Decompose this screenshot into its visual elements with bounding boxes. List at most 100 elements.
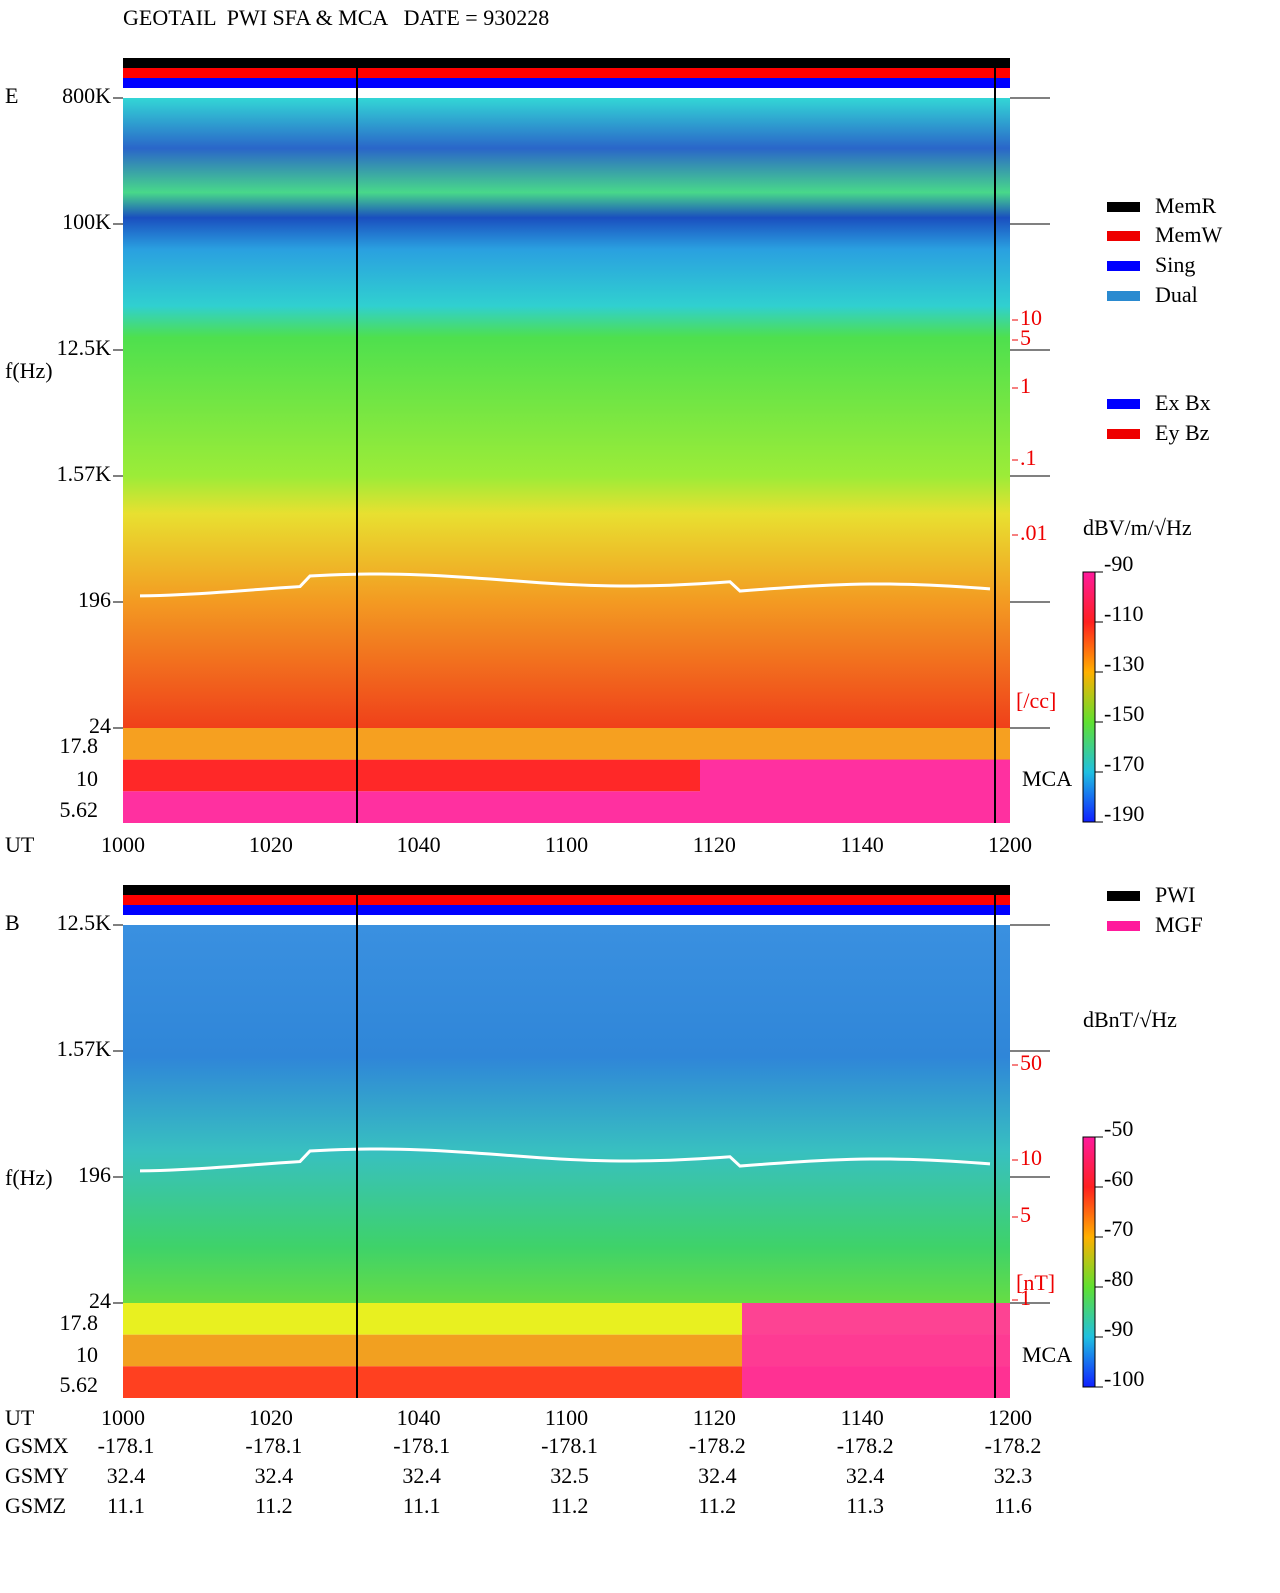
y-tick-label: 100K (62, 209, 111, 234)
orbit-value: -178.1 (393, 1433, 450, 1458)
right-tick-label: 5 (1020, 1202, 1031, 1227)
colorbar-tick-label: -90 (1104, 1316, 1133, 1341)
colorbar-tick-label: -80 (1104, 1266, 1133, 1291)
orbit-value: 32.5 (550, 1463, 589, 1488)
y-tick-label: 24 (89, 1288, 111, 1313)
legend-label: PWI (1155, 882, 1195, 907)
status-bar (123, 68, 1010, 78)
colorbar-tick-label: -100 (1104, 1366, 1144, 1391)
right-tick-label: .01 (1020, 520, 1048, 545)
status-bar (123, 895, 1010, 905)
orbit-label: GSMZ (5, 1493, 66, 1518)
legend-label: MemW (1155, 222, 1222, 247)
colorbar-unit: dBV/m/√Hz (1083, 515, 1192, 540)
orbit-value: -178.2 (837, 1433, 894, 1458)
right-unit: [/cc] (1016, 688, 1056, 713)
y-tick-label: 1.57K (57, 1036, 112, 1061)
colorbar-tick-label: -110 (1104, 601, 1144, 626)
orbit-value: -178.1 (98, 1433, 155, 1458)
status-bar (123, 885, 1010, 895)
mca-tick-label: 17.8 (60, 733, 99, 758)
cyclotron-line (139, 572, 991, 598)
legend-label: Sing (1155, 252, 1195, 277)
right-tick-label: 10 (1020, 1145, 1042, 1170)
right-tick-label: 1 (1020, 1285, 1031, 1310)
legend-swatch (1107, 921, 1140, 931)
legend-label: MemR (1155, 193, 1216, 218)
panel-label: B (5, 910, 20, 935)
right-unit: [nT] (1016, 1270, 1055, 1295)
mca-band (123, 728, 1010, 760)
title: GEOTAIL PWI SFA & MCA DATE = 930228 (123, 5, 549, 30)
orbit-value: 32.4 (402, 1463, 441, 1488)
x-tick-label: 1000 (101, 832, 145, 857)
y-label: f(Hz) (5, 1165, 53, 1190)
colorbar-tick-label: -50 (1104, 1116, 1133, 1141)
orbit-label: GSMX (5, 1433, 69, 1458)
x-tick-label: 1140 (841, 1405, 884, 1430)
x-label: UT (5, 832, 35, 857)
colorbar-tick-label: -170 (1104, 751, 1144, 776)
colorbar-tick-label: -130 (1104, 651, 1144, 676)
orbit-value: 11.3 (846, 1493, 884, 1518)
legend-swatch (1107, 202, 1140, 212)
x-tick-label: 1000 (101, 1405, 145, 1430)
y-tick-label: 196 (78, 587, 111, 612)
panel-label: E (5, 83, 18, 108)
status-bar (123, 78, 1010, 88)
y-tick-label: 800K (62, 83, 111, 108)
mca-band (742, 1303, 1010, 1398)
right-tick-label: 5 (1020, 325, 1031, 350)
orbit-value: 32.4 (255, 1463, 294, 1488)
x-tick-label: 1200 (988, 1405, 1032, 1430)
status-bar (123, 905, 1010, 915)
y-tick-label: 12.5K (57, 910, 112, 935)
colorbar-unit: dBnT/√Hz (1083, 1007, 1177, 1032)
orbit-value: 11.2 (698, 1493, 736, 1518)
mca-tick-label: 5.62 (60, 797, 99, 822)
mca-label: MCA (1022, 1342, 1072, 1367)
right-tick-label: .1 (1020, 445, 1037, 470)
right-tick-label: 50 (1020, 1050, 1042, 1075)
orbit-value: 11.2 (255, 1493, 293, 1518)
legend-swatch (1107, 231, 1140, 241)
colorbar-tick-label: -150 (1104, 701, 1144, 726)
orbit-value: 32.4 (698, 1463, 737, 1488)
y-tick-label: 24 (89, 713, 111, 738)
orbit-value: 32.4 (846, 1463, 885, 1488)
mca-tick-label: 10 (76, 1342, 98, 1367)
legend-label: MGF (1155, 912, 1203, 937)
y-tick-label: 196 (78, 1162, 111, 1187)
orbit-value: -178.1 (245, 1433, 302, 1458)
x-tick-label: 1200 (988, 832, 1032, 857)
x-tick-label: 1040 (397, 832, 441, 857)
orbit-value: 11.1 (403, 1493, 441, 1518)
orbit-value: -178.2 (689, 1433, 746, 1458)
legend-label: Dual (1155, 282, 1198, 307)
colorbar-tick-label: -90 (1104, 551, 1133, 576)
x-tick-label: 1120 (693, 832, 736, 857)
mca-band (700, 759, 1010, 823)
legend-swatch (1107, 261, 1140, 271)
right-tick-label: 1 (1020, 373, 1031, 398)
colorbar-tick-label: -190 (1104, 801, 1144, 826)
mca-tick-label: 17.8 (60, 1310, 99, 1335)
legend-label: Ey Bz (1155, 420, 1210, 445)
orbit-value: 11.2 (551, 1493, 589, 1518)
colorbar (1082, 571, 1096, 823)
y-label: f(Hz) (5, 358, 53, 383)
orbit-value: 11.1 (107, 1493, 145, 1518)
legend-swatch (1107, 891, 1140, 901)
orbit-value: -178.2 (985, 1433, 1042, 1458)
x-tick-label: 1020 (249, 832, 293, 857)
x-tick-label: 1040 (397, 1405, 441, 1430)
colorbar-tick-label: -60 (1104, 1166, 1133, 1191)
colorbar (1082, 1136, 1096, 1388)
orbit-label: GSMY (5, 1463, 69, 1488)
spectrogram (123, 98, 1010, 728)
spectrogram (123, 925, 1010, 1303)
x-tick-label: 1120 (693, 1405, 736, 1430)
x-label: UT (5, 1405, 35, 1430)
x-tick-label: 1140 (841, 832, 884, 857)
